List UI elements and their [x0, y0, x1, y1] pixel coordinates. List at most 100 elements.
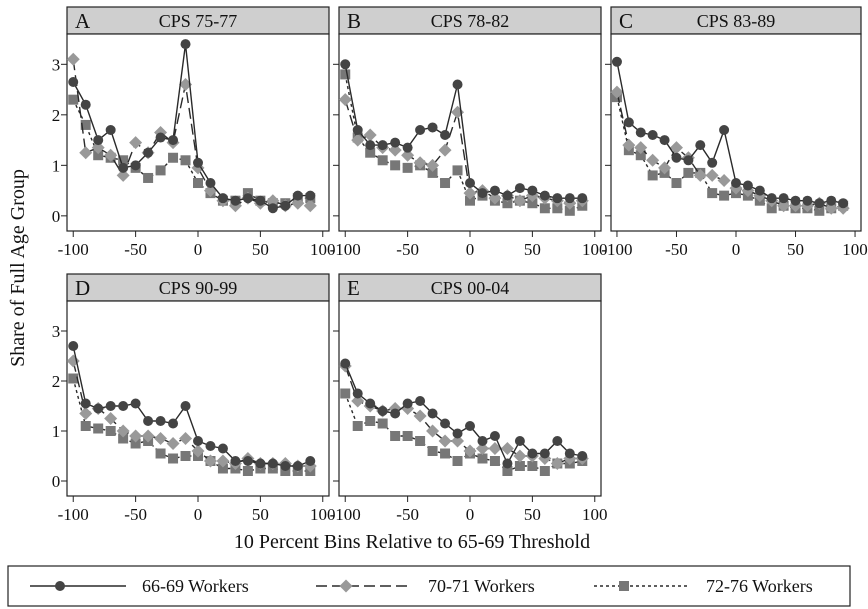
- data-point: [477, 453, 488, 464]
- data-point: [465, 178, 475, 189]
- data-point: [550, 457, 564, 470]
- series-66-69-workers: [611, 56, 849, 209]
- data-point: [402, 431, 413, 441]
- data-point: [255, 195, 266, 206]
- legend: 66-69 Workers 70-71 Workers 72-76 Workers: [7, 565, 851, 607]
- data-point: [427, 408, 438, 419]
- x-tick-label: -50: [396, 240, 419, 259]
- y-tick-label: 3: [52, 55, 61, 74]
- data-point: [766, 193, 777, 204]
- data-point: [340, 69, 351, 80]
- data-point: [365, 140, 376, 151]
- y-tick-label: 1: [52, 422, 61, 441]
- data-point: [191, 444, 205, 458]
- data-point: [105, 401, 116, 411]
- data-point: [155, 416, 166, 426]
- data-point: [647, 130, 658, 141]
- data-point: [402, 162, 413, 173]
- x-tick-label: 100: [310, 505, 336, 524]
- legend-label: 70-71 Workers: [428, 576, 535, 596]
- data-point: [68, 341, 79, 351]
- data-point: [427, 446, 438, 456]
- data-point: [118, 162, 129, 173]
- data-point: [838, 198, 849, 209]
- y-tick-label: 0: [52, 472, 61, 491]
- x-tick-label: -100: [330, 505, 361, 524]
- panel-title-bar: [66, 6, 330, 35]
- y-tick-label: 2: [52, 106, 61, 125]
- data-point: [365, 147, 376, 158]
- data-point: [527, 198, 538, 209]
- legend-label: 72-76 Workers: [706, 576, 813, 596]
- x-tick-label: 50: [524, 505, 541, 524]
- data-point: [104, 148, 118, 162]
- series-66-69-workers: [340, 358, 588, 469]
- x-tick-label: -50: [396, 505, 419, 524]
- panel-letter: D: [75, 276, 90, 300]
- x-tick-label: 50: [252, 505, 269, 524]
- data-point: [292, 461, 303, 471]
- x-tick-label: -100: [601, 240, 632, 259]
- data-point: [623, 117, 634, 128]
- data-point: [552, 193, 563, 204]
- series-66-69-workers: [68, 39, 316, 214]
- data-point: [340, 59, 351, 70]
- data-point: [719, 124, 730, 135]
- panel-title: CPS 78-82: [431, 11, 510, 31]
- data-point: [155, 132, 166, 143]
- data-point: [216, 454, 230, 468]
- data-point: [130, 438, 141, 449]
- data-point: [217, 193, 228, 204]
- data-point: [180, 155, 191, 166]
- panel-e: E CPS 00-04 -100 -50 0 50 100: [330, 273, 608, 524]
- y-tick-label: 0: [52, 207, 61, 226]
- data-point: [440, 178, 451, 189]
- data-point: [143, 147, 154, 158]
- data-point: [118, 401, 129, 411]
- panel-c: C CPS 83-89 -100 -50 0 50 100: [601, 6, 868, 259]
- data-point: [390, 431, 401, 441]
- data-point: [352, 388, 363, 399]
- data-point: [426, 424, 440, 438]
- x-tick-label: -100: [58, 505, 89, 524]
- data-point: [488, 442, 502, 455]
- legend-marker: [55, 581, 65, 591]
- data-point: [193, 157, 203, 168]
- legend-box: [7, 565, 851, 607]
- panel-title: CPS 83-89: [697, 11, 776, 31]
- x-tick-label: 100: [310, 240, 336, 259]
- panel-letter: A: [75, 9, 91, 33]
- legend-item: 66-69 Workers: [30, 576, 249, 596]
- data-point: [814, 205, 825, 216]
- data-point: [217, 463, 228, 474]
- x-tick-label: -50: [665, 240, 688, 259]
- data-point: [500, 442, 514, 455]
- x-tick-label: 0: [194, 505, 203, 524]
- data-point: [671, 178, 682, 189]
- series-66-69-workers: [340, 59, 588, 204]
- data-point: [564, 193, 575, 204]
- data-point: [766, 203, 777, 214]
- data-point: [205, 178, 216, 189]
- data-point: [452, 165, 463, 176]
- data-point: [527, 185, 538, 196]
- data-point: [390, 137, 401, 148]
- data-point: [193, 436, 203, 446]
- data-point: [105, 426, 116, 436]
- data-point: [130, 398, 141, 409]
- data-point: [242, 466, 253, 476]
- data-point: [168, 418, 179, 429]
- data-point: [129, 136, 143, 150]
- data-point: [717, 173, 731, 187]
- data-point: [452, 456, 463, 466]
- data-point: [365, 398, 376, 409]
- data-point: [539, 203, 550, 214]
- data-point: [390, 408, 401, 419]
- data-point: [719, 190, 730, 201]
- data-point: [267, 203, 278, 214]
- data-point: [168, 152, 179, 163]
- data-point: [802, 195, 813, 206]
- x-axis-label: 10 Percent Bins Relative to 65-69 Thresh…: [234, 531, 590, 553]
- data-point: [415, 436, 426, 446]
- data-point: [539, 448, 550, 459]
